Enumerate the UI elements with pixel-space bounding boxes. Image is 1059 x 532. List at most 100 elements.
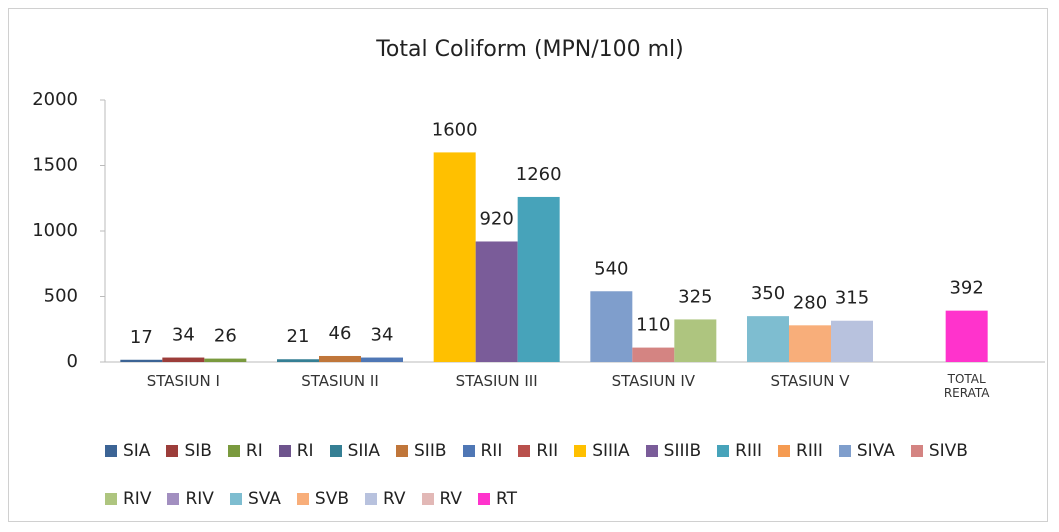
legend-swatch bbox=[365, 493, 377, 505]
legend-item: RT bbox=[478, 486, 517, 512]
bar bbox=[632, 347, 675, 362]
bar bbox=[747, 316, 789, 362]
legend-swatch bbox=[518, 445, 531, 457]
legend-label: RT bbox=[496, 489, 517, 509]
x-tick-label: STASIUN IV bbox=[611, 372, 696, 390]
bar bbox=[789, 325, 831, 362]
y-tick-label: 500 bbox=[44, 286, 78, 307]
legend-label: RIII bbox=[796, 441, 823, 461]
y-tick-label: 1500 bbox=[32, 155, 78, 176]
legend-item: SIIA bbox=[329, 438, 381, 464]
legend-label: SIIA bbox=[347, 441, 381, 461]
legend-swatch bbox=[645, 445, 658, 457]
y-tick-label: 2000 bbox=[32, 89, 78, 110]
bar bbox=[120, 359, 163, 362]
legend-swatch bbox=[396, 445, 409, 457]
y-tick-label: 0 bbox=[67, 351, 78, 372]
legend-swatch bbox=[329, 445, 342, 457]
bar bbox=[433, 152, 476, 362]
legend-label: RI bbox=[245, 441, 263, 461]
legend-swatch bbox=[462, 445, 475, 457]
legend-swatch bbox=[229, 493, 242, 505]
legend-swatch bbox=[105, 493, 117, 505]
legend-swatch bbox=[910, 445, 923, 457]
legend-item: RIII bbox=[778, 438, 823, 464]
legend-item: RII bbox=[518, 438, 558, 464]
data-label: 34 bbox=[172, 325, 195, 346]
legend-label: RIV bbox=[185, 489, 214, 509]
legend-label: SIA bbox=[123, 441, 151, 461]
data-label: 34 bbox=[371, 325, 394, 346]
legend-swatch bbox=[778, 445, 791, 457]
legend-label: SIIIB bbox=[663, 441, 702, 461]
x-tick-label: STASIUN II bbox=[301, 372, 379, 390]
x-tick-label: STASIUN I bbox=[146, 372, 220, 390]
legend-item: SIVA bbox=[838, 438, 895, 464]
data-label: 540 bbox=[594, 258, 628, 279]
bar bbox=[162, 357, 205, 362]
bar bbox=[277, 359, 319, 362]
data-label: 920 bbox=[479, 208, 513, 229]
data-label: 1600 bbox=[432, 119, 478, 140]
legend-label: SIVB bbox=[928, 441, 968, 461]
y-tick-label: 1000 bbox=[32, 220, 78, 241]
bar bbox=[831, 320, 873, 362]
legend-swatch bbox=[478, 493, 491, 505]
legend-item: SIIIA bbox=[574, 438, 630, 464]
legend-swatch bbox=[166, 445, 179, 457]
legend-label: RIII bbox=[735, 441, 763, 461]
legend-label: RV bbox=[383, 489, 406, 509]
data-label: 17 bbox=[130, 327, 153, 348]
legend-item: SIA bbox=[105, 438, 150, 464]
legend-label: RII bbox=[480, 441, 503, 461]
legend-swatch bbox=[167, 493, 180, 505]
legend-item: SVA bbox=[229, 486, 281, 512]
legend-item: SIIIB bbox=[645, 438, 702, 464]
data-label: 26 bbox=[214, 326, 237, 347]
legend-swatch bbox=[105, 445, 117, 457]
legend-item: RI bbox=[227, 438, 263, 464]
chart-border bbox=[8, 8, 1048, 522]
legend-label: SVA bbox=[247, 489, 281, 509]
data-label: 1260 bbox=[516, 164, 562, 185]
bar bbox=[361, 357, 403, 362]
data-label: 325 bbox=[678, 286, 712, 307]
legend-item: SIB bbox=[166, 438, 212, 464]
bar bbox=[674, 319, 717, 362]
data-label: 350 bbox=[751, 283, 785, 304]
x-tick-label: STASIUN V bbox=[770, 372, 850, 390]
legend-swatch bbox=[717, 445, 730, 457]
legend-swatch bbox=[574, 445, 587, 457]
legend-item: SIIB bbox=[396, 438, 447, 464]
legend-label: SIIIA bbox=[592, 441, 630, 461]
legend-label: SIIB bbox=[414, 441, 447, 461]
legend-swatch bbox=[296, 493, 309, 505]
chart-title: Total Coliform (MPN/100 ml) bbox=[375, 37, 684, 62]
legend-label: SVB bbox=[314, 489, 349, 509]
bar bbox=[590, 291, 633, 362]
data-label: 280 bbox=[793, 292, 827, 313]
legend-item: RIV bbox=[167, 486, 214, 512]
x-tick-label: STASIUN III bbox=[455, 372, 538, 390]
legend-item: RIV bbox=[105, 486, 151, 512]
x-tick-label: TOTAL RERATA bbox=[943, 372, 990, 400]
legend-label: RII bbox=[536, 441, 559, 461]
legend-swatch bbox=[227, 445, 240, 457]
legend-swatch bbox=[421, 493, 434, 505]
legend-label: SIB bbox=[184, 441, 212, 461]
legend-label: RI bbox=[296, 441, 314, 461]
legend-item: RIII bbox=[717, 438, 762, 464]
bar bbox=[319, 355, 361, 362]
legend-item: SIVB bbox=[910, 438, 968, 464]
bar bbox=[945, 310, 988, 362]
data-label: 110 bbox=[636, 315, 670, 336]
legend-item: RV bbox=[365, 486, 406, 512]
data-label: 315 bbox=[835, 288, 869, 309]
legend-item: RV bbox=[421, 486, 462, 512]
bar bbox=[204, 358, 247, 362]
bar bbox=[475, 241, 518, 362]
legend-label: RIV bbox=[123, 489, 152, 509]
legend-swatch bbox=[278, 445, 291, 457]
